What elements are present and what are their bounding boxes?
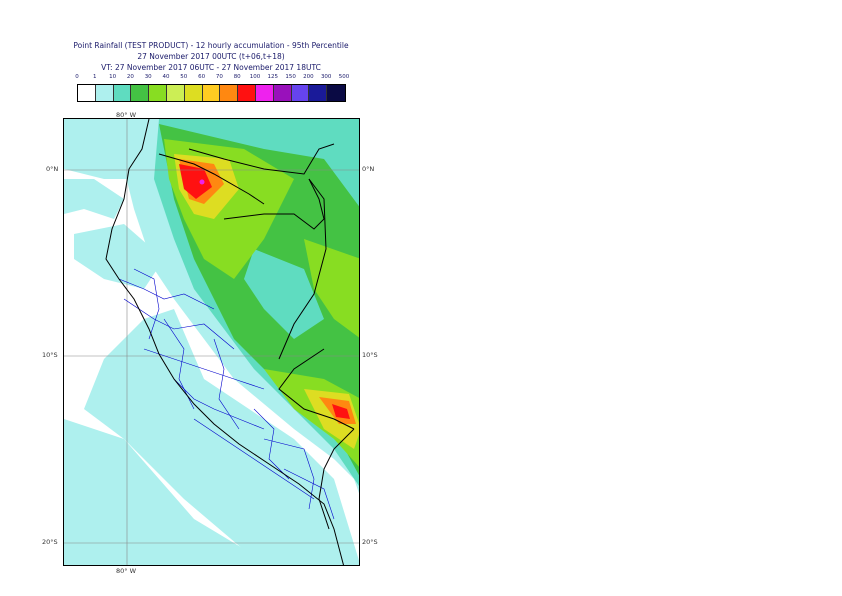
legend-tick-label: 100 xyxy=(249,74,261,80)
legend-tick-label: 200 xyxy=(303,74,314,80)
border-brazil-bolivia xyxy=(278,178,327,360)
region-border-line xyxy=(118,278,215,310)
legend-swatch xyxy=(273,85,292,101)
region-border-line xyxy=(173,378,265,430)
legend-swatch xyxy=(184,85,203,101)
border-ecuador xyxy=(158,153,265,205)
region-border-line xyxy=(133,268,160,340)
legend-swatch xyxy=(202,85,221,101)
legend-tick-label: 125 xyxy=(267,74,279,80)
legend-tick-label: 50 xyxy=(180,74,188,80)
valid-time-label: VT: 27 November 2017 06UTC - 27 November… xyxy=(101,63,321,72)
legend-swatch xyxy=(166,85,185,101)
legend-swatch xyxy=(131,85,150,101)
legend-tick-label: 20 xyxy=(126,74,134,80)
precip-land xyxy=(124,119,359,494)
ocean-band-sw xyxy=(64,419,271,565)
lat-label-20s-left: 20°S xyxy=(42,538,58,546)
legend-swatch xyxy=(95,85,114,101)
land-lime-east xyxy=(304,239,359,338)
map-title: Point Rainfall (TEST PRODUCT) - 12 hourl… xyxy=(73,41,349,50)
legend-tick-label: 10 xyxy=(109,74,117,80)
region-border-line xyxy=(123,298,235,350)
legend-tick-label: 60 xyxy=(198,74,206,80)
legend-swatch xyxy=(327,85,345,101)
lon-label-top-outer: 80° W xyxy=(116,111,137,119)
legend-tick-labels: 0 1 10 20 30 40 50 60 70 80 100 125 150 200 300 500 xyxy=(75,74,350,84)
land-cyan-hole xyxy=(244,249,324,339)
legend-tick-label: 70 xyxy=(215,74,223,80)
region-border-line xyxy=(253,408,290,480)
lat-label-0-left: 0°N xyxy=(46,165,59,173)
legend-tick-label: 500 xyxy=(338,74,350,80)
region-border-line xyxy=(283,468,335,520)
coastline xyxy=(105,119,344,565)
rainfall-map: 80° W xyxy=(63,118,360,566)
region-border-line xyxy=(143,348,265,390)
run-time-label: 27 November 2017 00UTC (t+06,t+18) xyxy=(137,52,285,61)
land-red-north xyxy=(179,164,212,199)
region-border-line xyxy=(193,418,315,500)
legend-swatch xyxy=(309,85,328,101)
region-border-line xyxy=(213,338,240,430)
legend-swatch xyxy=(291,85,310,101)
country-borders xyxy=(105,119,355,565)
legend-tick-label: 80 xyxy=(233,74,241,80)
graticule xyxy=(64,119,359,565)
lat-label-0-right: 0°N xyxy=(362,165,375,173)
legend-tick-label: 40 xyxy=(162,74,170,80)
legend-swatch xyxy=(78,85,96,101)
border-peru-bolivia xyxy=(278,348,355,430)
legend-tick-label: 0 xyxy=(75,74,79,80)
land-magenta-spot xyxy=(199,179,205,185)
land-red-south xyxy=(332,404,350,419)
legend-swatch xyxy=(255,85,274,101)
lat-label-10s-left: 10°S xyxy=(42,351,58,359)
lat-label-10s-right: 10°S xyxy=(362,351,378,359)
region-borders xyxy=(118,268,335,520)
legend-tick-label: 30 xyxy=(144,74,152,80)
legend-swatch xyxy=(149,85,167,101)
legend-tick-label: 150 xyxy=(285,74,296,80)
lon-label-bottom: 80° W xyxy=(116,567,137,575)
legend-tick-label: 300 xyxy=(320,74,332,80)
map-canvas xyxy=(64,119,359,565)
legend-tick-label: 1 xyxy=(93,74,97,80)
lat-label-20s-right: 20°S xyxy=(362,538,378,546)
legend-swatch xyxy=(113,85,132,101)
ocean-band-west xyxy=(64,179,124,219)
color-legend xyxy=(77,84,346,102)
border-bolivia-chile xyxy=(318,428,355,530)
legend-swatch xyxy=(220,85,239,101)
border-peru-brazil xyxy=(223,178,325,230)
border-colombia xyxy=(188,143,335,175)
legend-swatch xyxy=(238,85,256,101)
